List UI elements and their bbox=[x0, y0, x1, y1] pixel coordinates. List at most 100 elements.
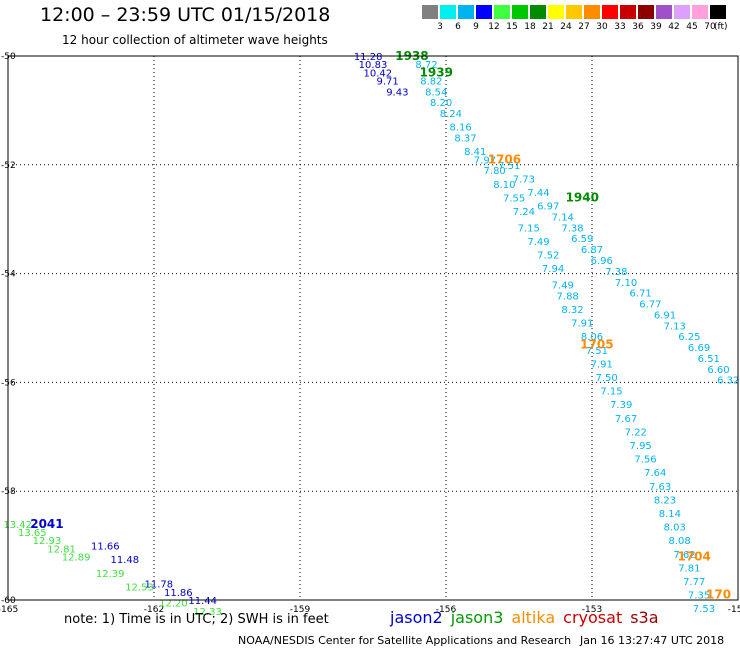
swh-value: 8.16 bbox=[449, 123, 471, 134]
swh-value: 13.42 bbox=[3, 520, 32, 531]
footer-note: note: 1) Time is in UTC; 2) SWH is in fe… bbox=[64, 612, 329, 627]
legend-label: 15 bbox=[506, 22, 518, 32]
swh-points: 11.2810.8310.429.719.4311.6611.4811.7811… bbox=[3, 52, 739, 618]
legend-label: 27 bbox=[578, 22, 590, 32]
swh-value: 12.81 bbox=[47, 544, 76, 555]
legend-label: 36 bbox=[632, 22, 644, 32]
time-label: 1704 bbox=[677, 549, 710, 563]
swh-value: 7.50 bbox=[595, 373, 617, 384]
swh-value: 7.55 bbox=[503, 193, 525, 204]
swh-value: 11.28 bbox=[354, 52, 383, 63]
swh-value: 12.39 bbox=[96, 569, 125, 580]
swh-value: 6.77 bbox=[639, 300, 661, 311]
swh-value: 8.24 bbox=[440, 109, 462, 120]
swh-value: 7.73 bbox=[513, 174, 535, 185]
legend-swatch bbox=[656, 5, 672, 19]
swh-value: 8.20 bbox=[430, 98, 452, 109]
swh-value: 6.69 bbox=[688, 343, 710, 354]
legend-swatch bbox=[584, 5, 600, 19]
satellite-s3a: s3a bbox=[630, 608, 659, 627]
time-label: 1939 bbox=[420, 65, 453, 79]
swh-value: 6.87 bbox=[581, 245, 603, 256]
swh-value: 8.14 bbox=[659, 509, 681, 520]
swh-value: 8.06 bbox=[581, 332, 603, 343]
swh-value: 7.14 bbox=[552, 212, 574, 223]
x-tick-label: -153 bbox=[582, 605, 602, 615]
chart-title: 12:00 – 23:59 UTC 01/15/2018 bbox=[40, 4, 331, 26]
swh-value: 12.89 bbox=[62, 552, 91, 563]
legend-label: 9 bbox=[473, 22, 479, 32]
swh-value: 11.66 bbox=[91, 542, 120, 553]
footer-timestamp: Jan 16 13:27:47 UTC 2018 bbox=[580, 634, 725, 647]
swh-value: 6.25 bbox=[678, 332, 700, 343]
swh-value: 7.51 bbox=[586, 346, 608, 357]
swh-value: 12.93 bbox=[33, 536, 62, 547]
legend-swatch bbox=[458, 5, 474, 19]
swh-value: 6.51 bbox=[698, 354, 720, 365]
swh-value: 9.71 bbox=[376, 76, 398, 87]
legend-label: 3 bbox=[437, 22, 443, 32]
swh-value: 7.15 bbox=[518, 223, 540, 234]
legend-swatch bbox=[494, 5, 510, 19]
legend-unit: (ft) bbox=[714, 22, 728, 32]
swh-value: 6.32 bbox=[717, 376, 739, 387]
x-tick-label: -159 bbox=[290, 605, 311, 615]
legend-swatch bbox=[710, 5, 726, 19]
legend-label: 18 bbox=[524, 22, 536, 32]
swh-value: 7.49 bbox=[527, 237, 549, 248]
swh-value: 7.38 bbox=[605, 267, 627, 278]
swh-value: 7.38 bbox=[561, 223, 583, 234]
swh-value: 7.91 bbox=[571, 319, 593, 330]
legend-label: 42 bbox=[668, 22, 680, 32]
swh-value: 9.43 bbox=[386, 87, 408, 98]
legend-label: 24 bbox=[560, 22, 572, 32]
swh-value: 8.37 bbox=[454, 134, 476, 145]
satellite-cryosat: cryosat bbox=[563, 608, 623, 627]
swh-value: 11.48 bbox=[110, 555, 139, 566]
swh-value: 7.56 bbox=[634, 455, 656, 466]
swh-value: 7.88 bbox=[557, 291, 579, 302]
legend-label: 6 bbox=[455, 22, 461, 32]
x-tick-label: -156 bbox=[436, 605, 457, 615]
swh-value: 7.81 bbox=[678, 563, 700, 574]
legend-swatch bbox=[638, 5, 654, 19]
swh-value: 8.03 bbox=[664, 523, 686, 534]
legend-swatch bbox=[548, 5, 564, 19]
time-label: 1940 bbox=[566, 190, 599, 204]
legend-label: 39 bbox=[650, 22, 662, 32]
swh-value: 6.96 bbox=[591, 256, 613, 267]
legend-label: 21 bbox=[542, 22, 554, 32]
swh-value: 8.54 bbox=[425, 87, 447, 98]
x-tick-label: -150 bbox=[728, 605, 740, 615]
swh-value: 7.80 bbox=[484, 166, 506, 177]
legend-swatch bbox=[440, 5, 456, 19]
legend-label: 12 bbox=[488, 22, 500, 32]
swh-value: 12.20 bbox=[159, 599, 188, 610]
swh-value: 10.83 bbox=[359, 60, 388, 71]
swh-value: 7.35 bbox=[688, 591, 710, 602]
swh-value: 7.44 bbox=[527, 188, 549, 199]
swh-value: 7.95 bbox=[630, 441, 652, 452]
time-label: 2041 bbox=[30, 517, 63, 531]
legend-swatch bbox=[602, 5, 618, 19]
satellite-jason2: jason2 bbox=[390, 608, 443, 627]
plot-frame bbox=[7, 55, 739, 601]
swh-value: 7.67 bbox=[615, 414, 637, 425]
swh-value: 7.62 bbox=[673, 550, 695, 561]
swh-value: 6.60 bbox=[707, 365, 729, 376]
swh-value: 8.23 bbox=[654, 495, 676, 506]
swh-value: 7.97 bbox=[474, 155, 496, 166]
swh-value: 8.10 bbox=[493, 180, 515, 191]
swh-value: 7.94 bbox=[542, 264, 564, 275]
swh-value: 8.08 bbox=[668, 536, 690, 547]
legend-swatch bbox=[566, 5, 582, 19]
swh-value: 7.13 bbox=[664, 321, 686, 332]
legend-swatch bbox=[530, 5, 546, 19]
swh-value: 7.49 bbox=[552, 280, 574, 291]
swh-value: 7.77 bbox=[683, 577, 705, 588]
swh-value: 11.86 bbox=[164, 588, 193, 599]
legend-label: 30 bbox=[596, 22, 608, 32]
legend-swatch bbox=[674, 5, 690, 19]
